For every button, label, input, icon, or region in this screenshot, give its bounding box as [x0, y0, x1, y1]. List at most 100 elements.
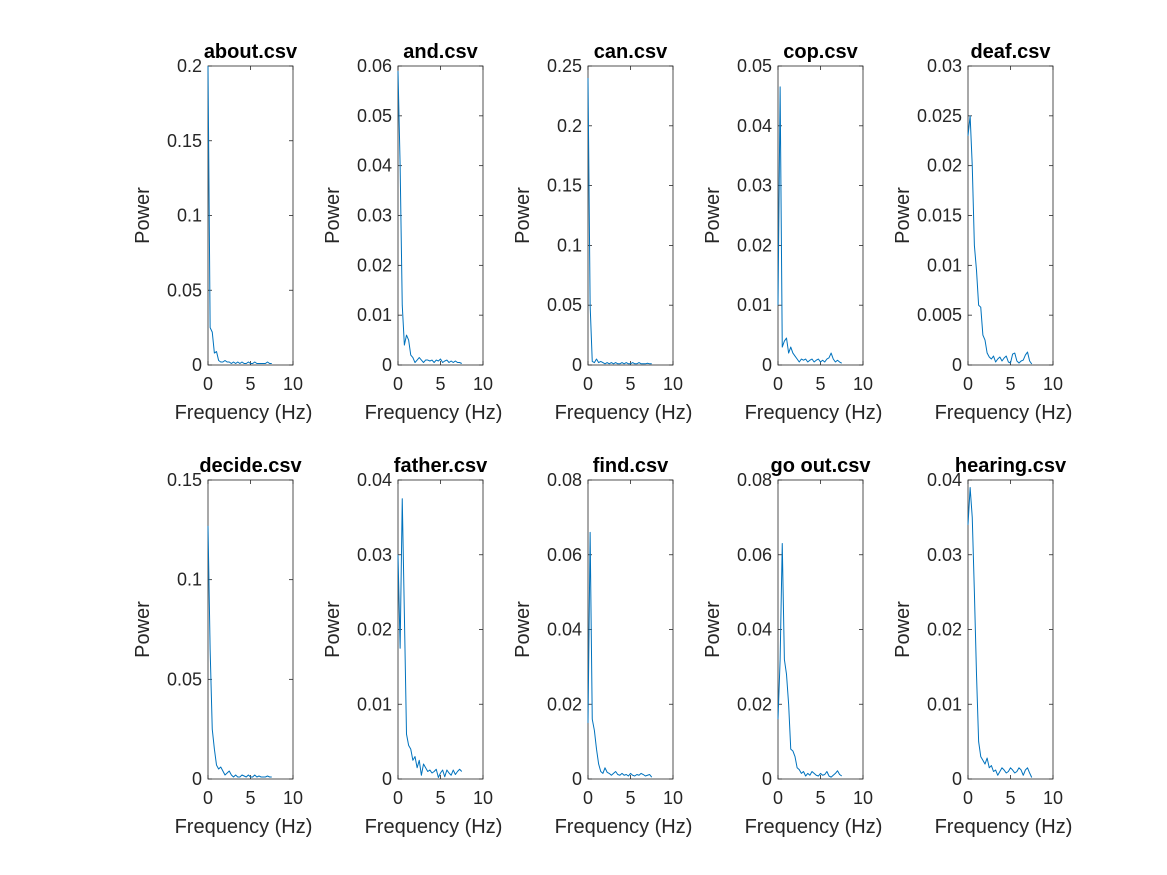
series-line	[397, 498, 463, 778]
y-tick-label: 0.05	[357, 106, 392, 126]
subplot-9: go out.csv 0 0.02 0.04 0.06 0.08 0 5 10 Frequency…	[702, 455, 882, 838]
y-tick-label: 0.15	[167, 470, 202, 490]
subplot-5: deaf.csv 0 0.005 0.01 0.015 0.02 0.025 0.03 0 5 10…	[892, 41, 1072, 424]
x-axis-label: Frequency (Hz)	[745, 816, 883, 838]
y-tick-label: 0.25	[547, 56, 582, 76]
y-tick-label: 0.03	[927, 56, 962, 76]
y-tick-label: 0.01	[927, 255, 962, 275]
subplot-title: cop.csv	[783, 41, 858, 63]
subplot-4: cop.csv 0 0.01 0.02 0.03 0.04 0.05 0 5 10 Frequenc…	[702, 41, 882, 424]
subplot-6: decide.csv 0 0.05 0.1 0.15 0 5 10 Frequency (Hz)…	[132, 455, 312, 838]
y-axis-label: Power	[702, 601, 724, 658]
x-tick-label: 5	[815, 374, 825, 394]
y-tick-label: 0	[572, 355, 582, 375]
x-tick-label: 5	[625, 374, 635, 394]
y-tick-label: 0	[192, 769, 202, 789]
x-tick-label: 10	[663, 374, 683, 394]
subplot-title: and.csv	[403, 41, 478, 63]
x-tick-label: 0	[583, 374, 593, 394]
y-axis-label: Power	[322, 187, 344, 244]
y-tick-label: 0.2	[557, 116, 582, 136]
y-tick-label: 0.02	[357, 620, 392, 640]
x-tick-label: 10	[663, 788, 683, 808]
y-tick-label: 0	[952, 355, 962, 375]
y-tick-label: 0.1	[557, 235, 582, 255]
x-axis-label: Frequency (Hz)	[365, 402, 503, 424]
subplot-2: and.csv 0 0.01 0.02 0.03 0.04 0.05 0.06 0 5 10 Freq…	[322, 41, 502, 424]
series-line	[207, 525, 272, 778]
y-axis-label: Power	[132, 601, 154, 658]
y-tick-label: 0.01	[357, 305, 392, 325]
y-tick-label: 0.03	[357, 206, 392, 226]
series-line	[587, 531, 653, 778]
y-tick-label: 0.02	[737, 694, 772, 714]
x-tick-label: 10	[283, 374, 303, 394]
y-tick-label: 0.02	[357, 255, 392, 275]
y-tick-label: 0.06	[547, 545, 582, 565]
y-tick-label: 0.04	[547, 620, 582, 640]
series-line	[587, 77, 652, 365]
axes-box	[967, 479, 1054, 780]
y-tick-label: 0.04	[357, 156, 392, 176]
x-tick-label: 5	[245, 374, 255, 394]
y-tick-label: 0	[952, 769, 962, 789]
series-line	[967, 486, 1033, 778]
x-tick-label: 5	[435, 788, 445, 808]
y-tick-label: 0.04	[737, 620, 772, 640]
x-tick-label: 10	[473, 788, 493, 808]
y-tick-label: 0.05	[167, 669, 202, 689]
axes-box	[777, 65, 864, 366]
x-tick-label: 0	[203, 788, 213, 808]
y-tick-label: 0.08	[737, 470, 772, 490]
subplot-title: go out.csv	[770, 455, 871, 477]
x-tick-label: 10	[283, 788, 303, 808]
x-tick-label: 5	[625, 788, 635, 808]
x-tick-label: 0	[963, 374, 973, 394]
x-tick-label: 10	[473, 374, 493, 394]
y-tick-label: 0.02	[547, 694, 582, 714]
y-axis-label: Power	[702, 187, 724, 244]
x-tick-label: 5	[1005, 374, 1015, 394]
y-tick-label: 0	[572, 769, 582, 789]
axes-box	[777, 479, 864, 780]
y-tick-label: 0.005	[917, 305, 962, 325]
x-tick-label: 0	[583, 788, 593, 808]
y-tick-label: 0.1	[177, 570, 202, 590]
series-line	[967, 115, 1033, 365]
subplot-10: hearing.csv 0 0.01 0.02 0.03 0.04 0 5 10 Frequenc…	[892, 455, 1072, 838]
subplot-7: father.csv 0 0.01 0.02 0.03 0.04 0 5 10 Frequency…	[322, 455, 502, 838]
y-tick-label: 0.15	[167, 131, 202, 151]
y-tick-label: 0.03	[737, 176, 772, 196]
x-tick-label: 0	[393, 788, 403, 808]
subplot-title: find.csv	[593, 455, 669, 477]
subplot-title: hearing.csv	[955, 455, 1067, 477]
y-tick-label: 0.2	[177, 56, 202, 76]
y-tick-label: 0.01	[357, 694, 392, 714]
y-tick-label: 0.08	[547, 470, 582, 490]
y-tick-label: 0	[382, 355, 392, 375]
subplot-title: about.csv	[204, 41, 298, 63]
x-tick-label: 10	[1043, 374, 1063, 394]
axes-box	[587, 65, 674, 366]
y-tick-label: 0.02	[927, 156, 962, 176]
axes-box	[207, 65, 294, 366]
y-tick-label: 0.06	[737, 545, 772, 565]
axes-box	[967, 65, 1054, 366]
y-axis-label: Power	[132, 187, 154, 244]
y-axis-label: Power	[892, 601, 914, 658]
x-tick-label: 10	[853, 374, 873, 394]
y-axis-label: Power	[512, 187, 534, 244]
y-tick-label: 0.02	[737, 235, 772, 255]
y-tick-label: 0.04	[737, 116, 772, 136]
y-tick-label: 0.02	[927, 620, 962, 640]
x-tick-label: 0	[203, 374, 213, 394]
y-tick-label: 0.05	[737, 56, 772, 76]
y-tick-label: 0.1	[177, 206, 202, 226]
x-axis-label: Frequency (Hz)	[745, 402, 883, 424]
x-axis-label: Frequency (Hz)	[175, 402, 313, 424]
axes-box	[207, 479, 294, 780]
y-tick-label: 0.05	[547, 295, 582, 315]
x-tick-label: 0	[773, 788, 783, 808]
x-tick-label: 5	[815, 788, 825, 808]
